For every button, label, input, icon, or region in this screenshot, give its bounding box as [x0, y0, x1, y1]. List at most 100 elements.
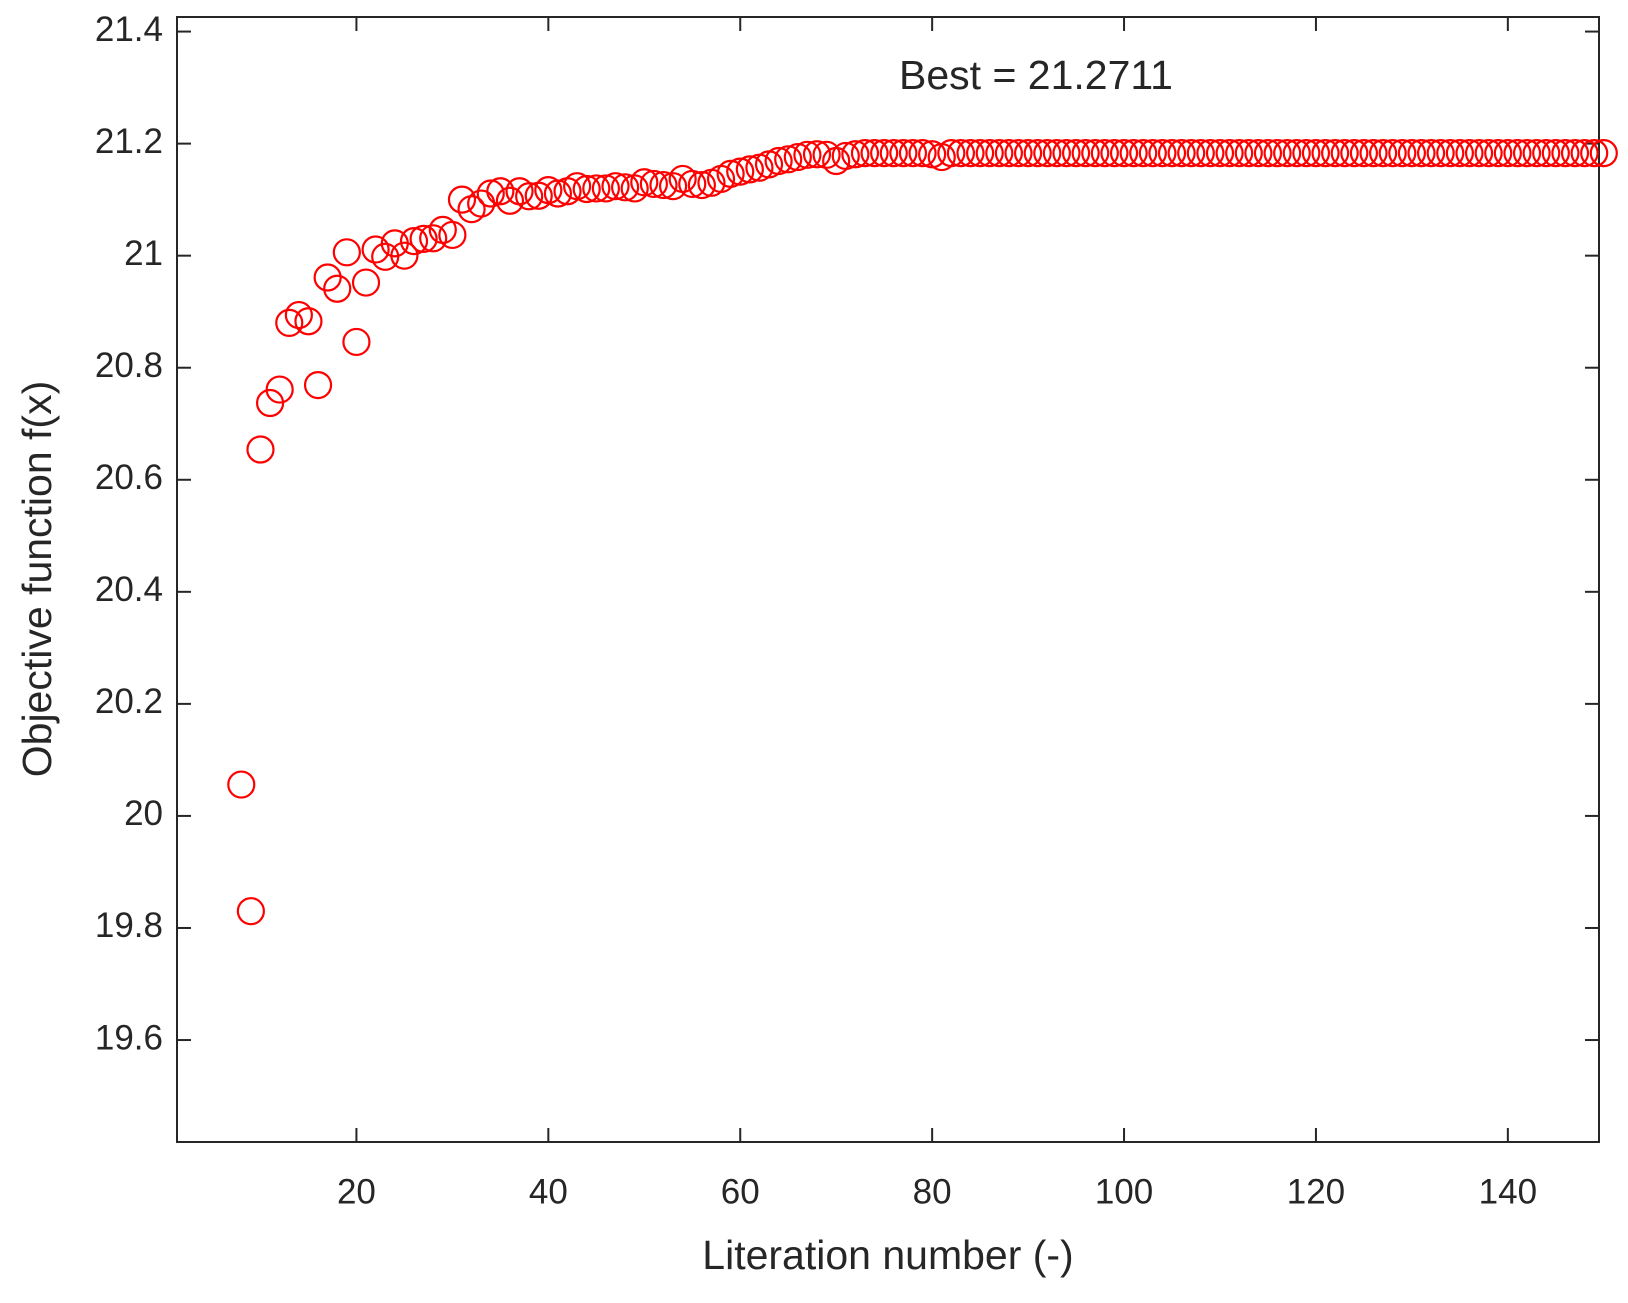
marker	[774, 145, 803, 174]
marker	[1273, 139, 1302, 168]
x-tick-label: 140	[1479, 1172, 1537, 1211]
y-tick-label: 21	[124, 234, 163, 273]
marker	[764, 146, 793, 176]
marker	[1071, 139, 1100, 168]
x-tick-label: 20	[337, 1172, 376, 1211]
marker	[1388, 139, 1417, 168]
marker	[1464, 139, 1494, 168]
marker	[793, 140, 822, 169]
marker	[841, 140, 870, 169]
marker	[476, 179, 505, 208]
marker	[1196, 139, 1225, 168]
marker	[1378, 139, 1407, 168]
marker	[1397, 139, 1426, 168]
y-axis-label: Objective function f(x)	[14, 381, 60, 778]
marker	[486, 177, 515, 206]
y-tick-label: 19.6	[95, 1018, 163, 1057]
marker	[1455, 139, 1484, 168]
marker	[601, 172, 630, 201]
marker	[1263, 139, 1292, 168]
marker	[582, 174, 611, 203]
marker	[1119, 139, 1148, 168]
marker	[966, 139, 995, 168]
marker	[1033, 139, 1062, 168]
marker	[1369, 139, 1398, 168]
marker	[1090, 139, 1119, 168]
marker	[678, 169, 707, 199]
marker	[438, 220, 467, 250]
marker	[1042, 139, 1071, 168]
marker	[1186, 139, 1215, 168]
plot-frame	[176, 16, 1600, 1143]
marker	[265, 375, 294, 404]
marker	[1225, 139, 1254, 168]
marker	[1109, 139, 1139, 168]
marker	[937, 139, 966, 168]
x-axis-label: Literation number (-)	[702, 1232, 1073, 1278]
marker	[1493, 139, 1522, 168]
marker	[975, 139, 1004, 168]
marker	[1532, 139, 1561, 168]
marker	[351, 268, 381, 297]
marker	[908, 139, 937, 168]
marker	[1445, 139, 1474, 168]
marker	[1580, 139, 1609, 168]
marker	[870, 139, 899, 168]
marker	[1541, 139, 1570, 168]
marker	[802, 140, 832, 169]
marker	[1234, 139, 1263, 168]
marker	[898, 139, 928, 168]
marker	[1167, 139, 1196, 168]
marker	[985, 139, 1014, 168]
marker	[303, 370, 333, 400]
marker	[879, 139, 908, 168]
marker	[1052, 139, 1081, 168]
y-tick-label: 20.2	[95, 682, 163, 721]
marker	[735, 155, 764, 184]
marker	[1321, 139, 1350, 168]
marker	[831, 141, 860, 171]
y-tick-label: 21.2	[95, 122, 163, 161]
marker	[1474, 139, 1503, 168]
marker	[294, 307, 323, 336]
marker	[1129, 139, 1158, 168]
y-tick-label: 19.8	[95, 906, 163, 945]
marker	[1205, 139, 1235, 168]
x-tick-label: 80	[913, 1172, 952, 1211]
marker	[1359, 139, 1388, 168]
marker	[1349, 139, 1379, 168]
marker	[227, 770, 256, 799]
marker	[1013, 139, 1043, 168]
marker	[1023, 139, 1052, 168]
x-tick-label: 100	[1095, 1172, 1153, 1211]
marker	[447, 185, 477, 214]
y-tick-label: 21.4	[95, 10, 163, 49]
marker	[649, 170, 678, 200]
marker	[1311, 139, 1340, 168]
marker	[1177, 139, 1206, 168]
marker	[399, 227, 429, 256]
marker	[390, 241, 419, 270]
y-tick-label: 20	[124, 794, 163, 833]
x-tick-label: 40	[529, 1172, 568, 1211]
marker	[1330, 139, 1359, 168]
marker	[994, 139, 1023, 168]
marker	[361, 235, 390, 264]
marker	[1560, 139, 1590, 168]
marker	[783, 142, 812, 172]
marker	[1484, 139, 1513, 168]
marker	[1522, 139, 1551, 168]
marker	[1589, 139, 1618, 168]
marker	[687, 170, 716, 200]
marker	[620, 174, 649, 203]
marker	[1244, 139, 1273, 168]
marker	[409, 224, 438, 253]
marker	[323, 274, 352, 303]
marker	[572, 174, 601, 204]
marker	[860, 139, 889, 168]
marker	[332, 238, 361, 267]
marker	[543, 179, 573, 208]
marker	[630, 168, 659, 197]
marker	[1061, 139, 1091, 168]
